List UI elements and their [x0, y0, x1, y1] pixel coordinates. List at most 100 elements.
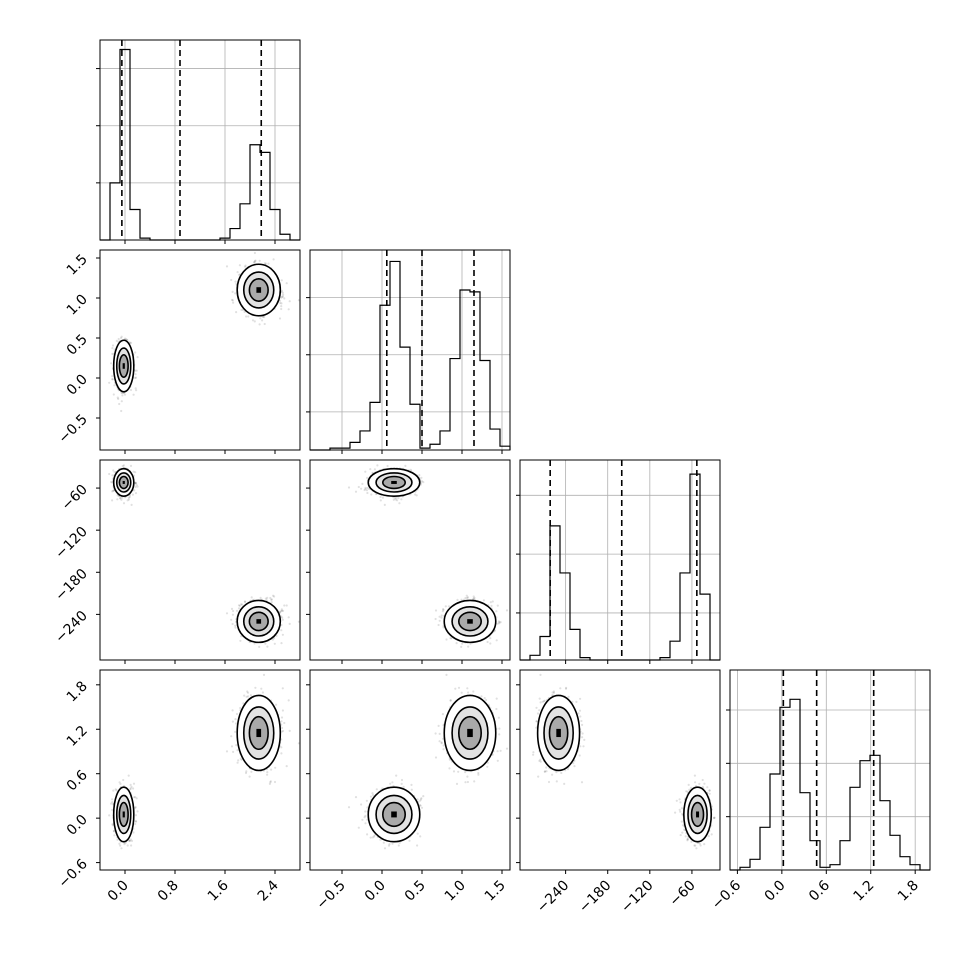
sample-point [253, 320, 256, 323]
y-tick-label: 0.0 [64, 372, 91, 399]
sample-point [270, 598, 273, 601]
sample-point [397, 497, 400, 500]
sample-point [120, 335, 123, 338]
sample-point [234, 624, 237, 627]
sample-point [122, 464, 125, 467]
sample-point [232, 609, 235, 613]
sample-point [440, 616, 443, 619]
sample-point [244, 600, 247, 604]
sample-point [445, 638, 448, 641]
sample-point [116, 396, 119, 399]
sample-point [280, 642, 283, 645]
y-tick-label: −240 [52, 608, 91, 647]
sample-point [444, 605, 447, 608]
sample-point [235, 311, 238, 314]
sample-point [113, 384, 116, 387]
sample-point [287, 616, 290, 619]
sample-point [288, 300, 291, 303]
sample-point [132, 393, 135, 396]
y-tick-label: 1.0 [64, 292, 91, 319]
sample-point [119, 497, 122, 500]
sample-point [112, 469, 115, 472]
sample-point [123, 393, 127, 396]
sample-point [270, 601, 273, 604]
sample-point [264, 642, 267, 645]
panel-frame [99, 39, 301, 241]
sample-point [232, 301, 235, 304]
density-peak [122, 363, 125, 369]
sample-point [263, 322, 266, 326]
sample-point [111, 344, 115, 347]
scatter-panel-2-1 [306, 459, 511, 664]
sample-point [135, 369, 138, 372]
sample-point [364, 487, 367, 491]
sample-point [134, 351, 137, 354]
sample-point [288, 622, 291, 626]
sample-point [369, 468, 372, 471]
sample-point [366, 486, 369, 490]
sample-point [238, 604, 241, 607]
sample-point [263, 316, 266, 319]
sample-point [261, 319, 264, 322]
sample-point [422, 481, 425, 484]
sample-point [379, 499, 382, 502]
sample-point [285, 282, 288, 285]
sample-point [234, 292, 237, 295]
sample-point [266, 596, 269, 600]
sample-point [280, 305, 283, 308]
sample-point [231, 622, 234, 626]
scatter-panel-2-0: −240−180−120−60 [52, 459, 301, 664]
y-tick-label: −60 [59, 482, 91, 514]
sample-point [129, 388, 133, 392]
sample-point [420, 476, 423, 479]
sample-point [283, 297, 286, 300]
sample-point [376, 464, 379, 467]
sample-point [225, 612, 229, 615]
sample-point [231, 299, 234, 302]
sample-point [237, 273, 241, 276]
sample-point [111, 352, 114, 355]
sample-point [121, 394, 124, 397]
sample-point [258, 323, 261, 326]
sample-point [259, 596, 262, 600]
sample-point [117, 337, 120, 341]
sample-point [130, 503, 133, 506]
sample-point [447, 605, 451, 608]
sample-point [489, 601, 492, 604]
sample-point [495, 639, 498, 642]
sample-point [281, 291, 284, 294]
sample-point [258, 259, 261, 262]
sample-point [280, 307, 283, 311]
sample-point [134, 376, 138, 379]
sample-point [130, 341, 133, 344]
sample-point [278, 317, 282, 320]
sample-point [489, 642, 492, 645]
sample-point [434, 609, 438, 612]
sample-point [122, 502, 126, 505]
sample-point [281, 633, 284, 636]
scatter-panel-1-0: −0.50.00.51.01.5 [55, 249, 301, 454]
sample-point [381, 496, 384, 499]
sample-point [460, 645, 463, 649]
sample-point [398, 502, 401, 505]
sample-point [234, 626, 237, 629]
sample-point [135, 484, 138, 487]
sample-point [234, 280, 237, 283]
sample-point [395, 496, 398, 499]
sample-point [134, 492, 138, 495]
y-tick-label: −180 [52, 566, 91, 605]
sample-point [111, 347, 114, 350]
sample-point [272, 258, 275, 261]
density-peak [256, 287, 262, 293]
sample-point [269, 596, 272, 600]
sample-point [247, 315, 250, 318]
histogram-panel-1 [306, 249, 511, 454]
sample-point [236, 271, 239, 274]
sample-point [112, 393, 115, 396]
sample-point [124, 337, 127, 340]
sample-point [414, 493, 417, 496]
sample-point [455, 642, 458, 645]
sample-point [360, 487, 363, 490]
sample-point [245, 315, 248, 318]
